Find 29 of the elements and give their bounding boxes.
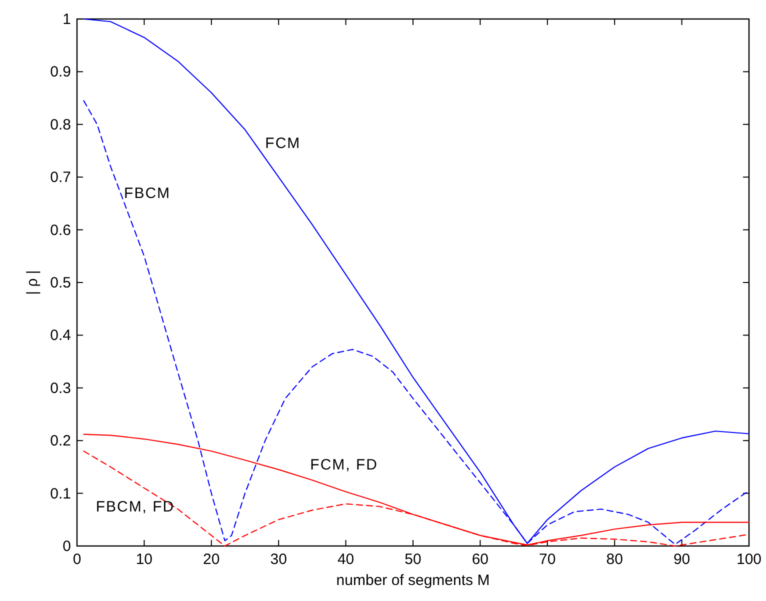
x-tick-label: 90: [673, 551, 690, 568]
x-tick-label: 50: [404, 551, 422, 568]
x-tick-label: 40: [337, 551, 354, 568]
x-tick-label: 100: [736, 551, 762, 568]
series-label: FBCM: [124, 185, 171, 202]
y-tick-label: 0.8: [50, 116, 71, 134]
y-tick-label: 0.2: [50, 432, 71, 450]
series-label: FCM, FD: [310, 456, 378, 474]
x-tick-label: 10: [136, 551, 153, 568]
y-tick-label: 0: [62, 538, 71, 555]
y-axis-title: | ρ |: [24, 270, 41, 295]
x-tick-label: 80: [606, 551, 623, 568]
x-axis-title: number of segments M: [336, 572, 490, 589]
y-tick-label: 0.9: [50, 64, 71, 81]
x-tick-label: 20: [203, 551, 220, 568]
y-tick-label: 0.6: [50, 222, 71, 239]
line-series: [83, 434, 750, 546]
line-series: [83, 18, 750, 544]
y-tick-label: 0.1: [50, 485, 71, 502]
x-tick-label: 70: [539, 551, 556, 568]
y-tick-label: 1: [62, 11, 71, 28]
x-tick-label: 60: [472, 551, 489, 568]
y-tick-label: 0.3: [50, 380, 71, 397]
series-label: FCM: [265, 135, 301, 152]
x-tick-label: 30: [270, 551, 287, 568]
series-label: FBCM, FD: [96, 498, 175, 516]
y-tick-label: 0.4: [50, 327, 71, 344]
y-tick-label: 0.5: [50, 274, 71, 292]
y-tick-label: 0.7: [50, 169, 71, 186]
